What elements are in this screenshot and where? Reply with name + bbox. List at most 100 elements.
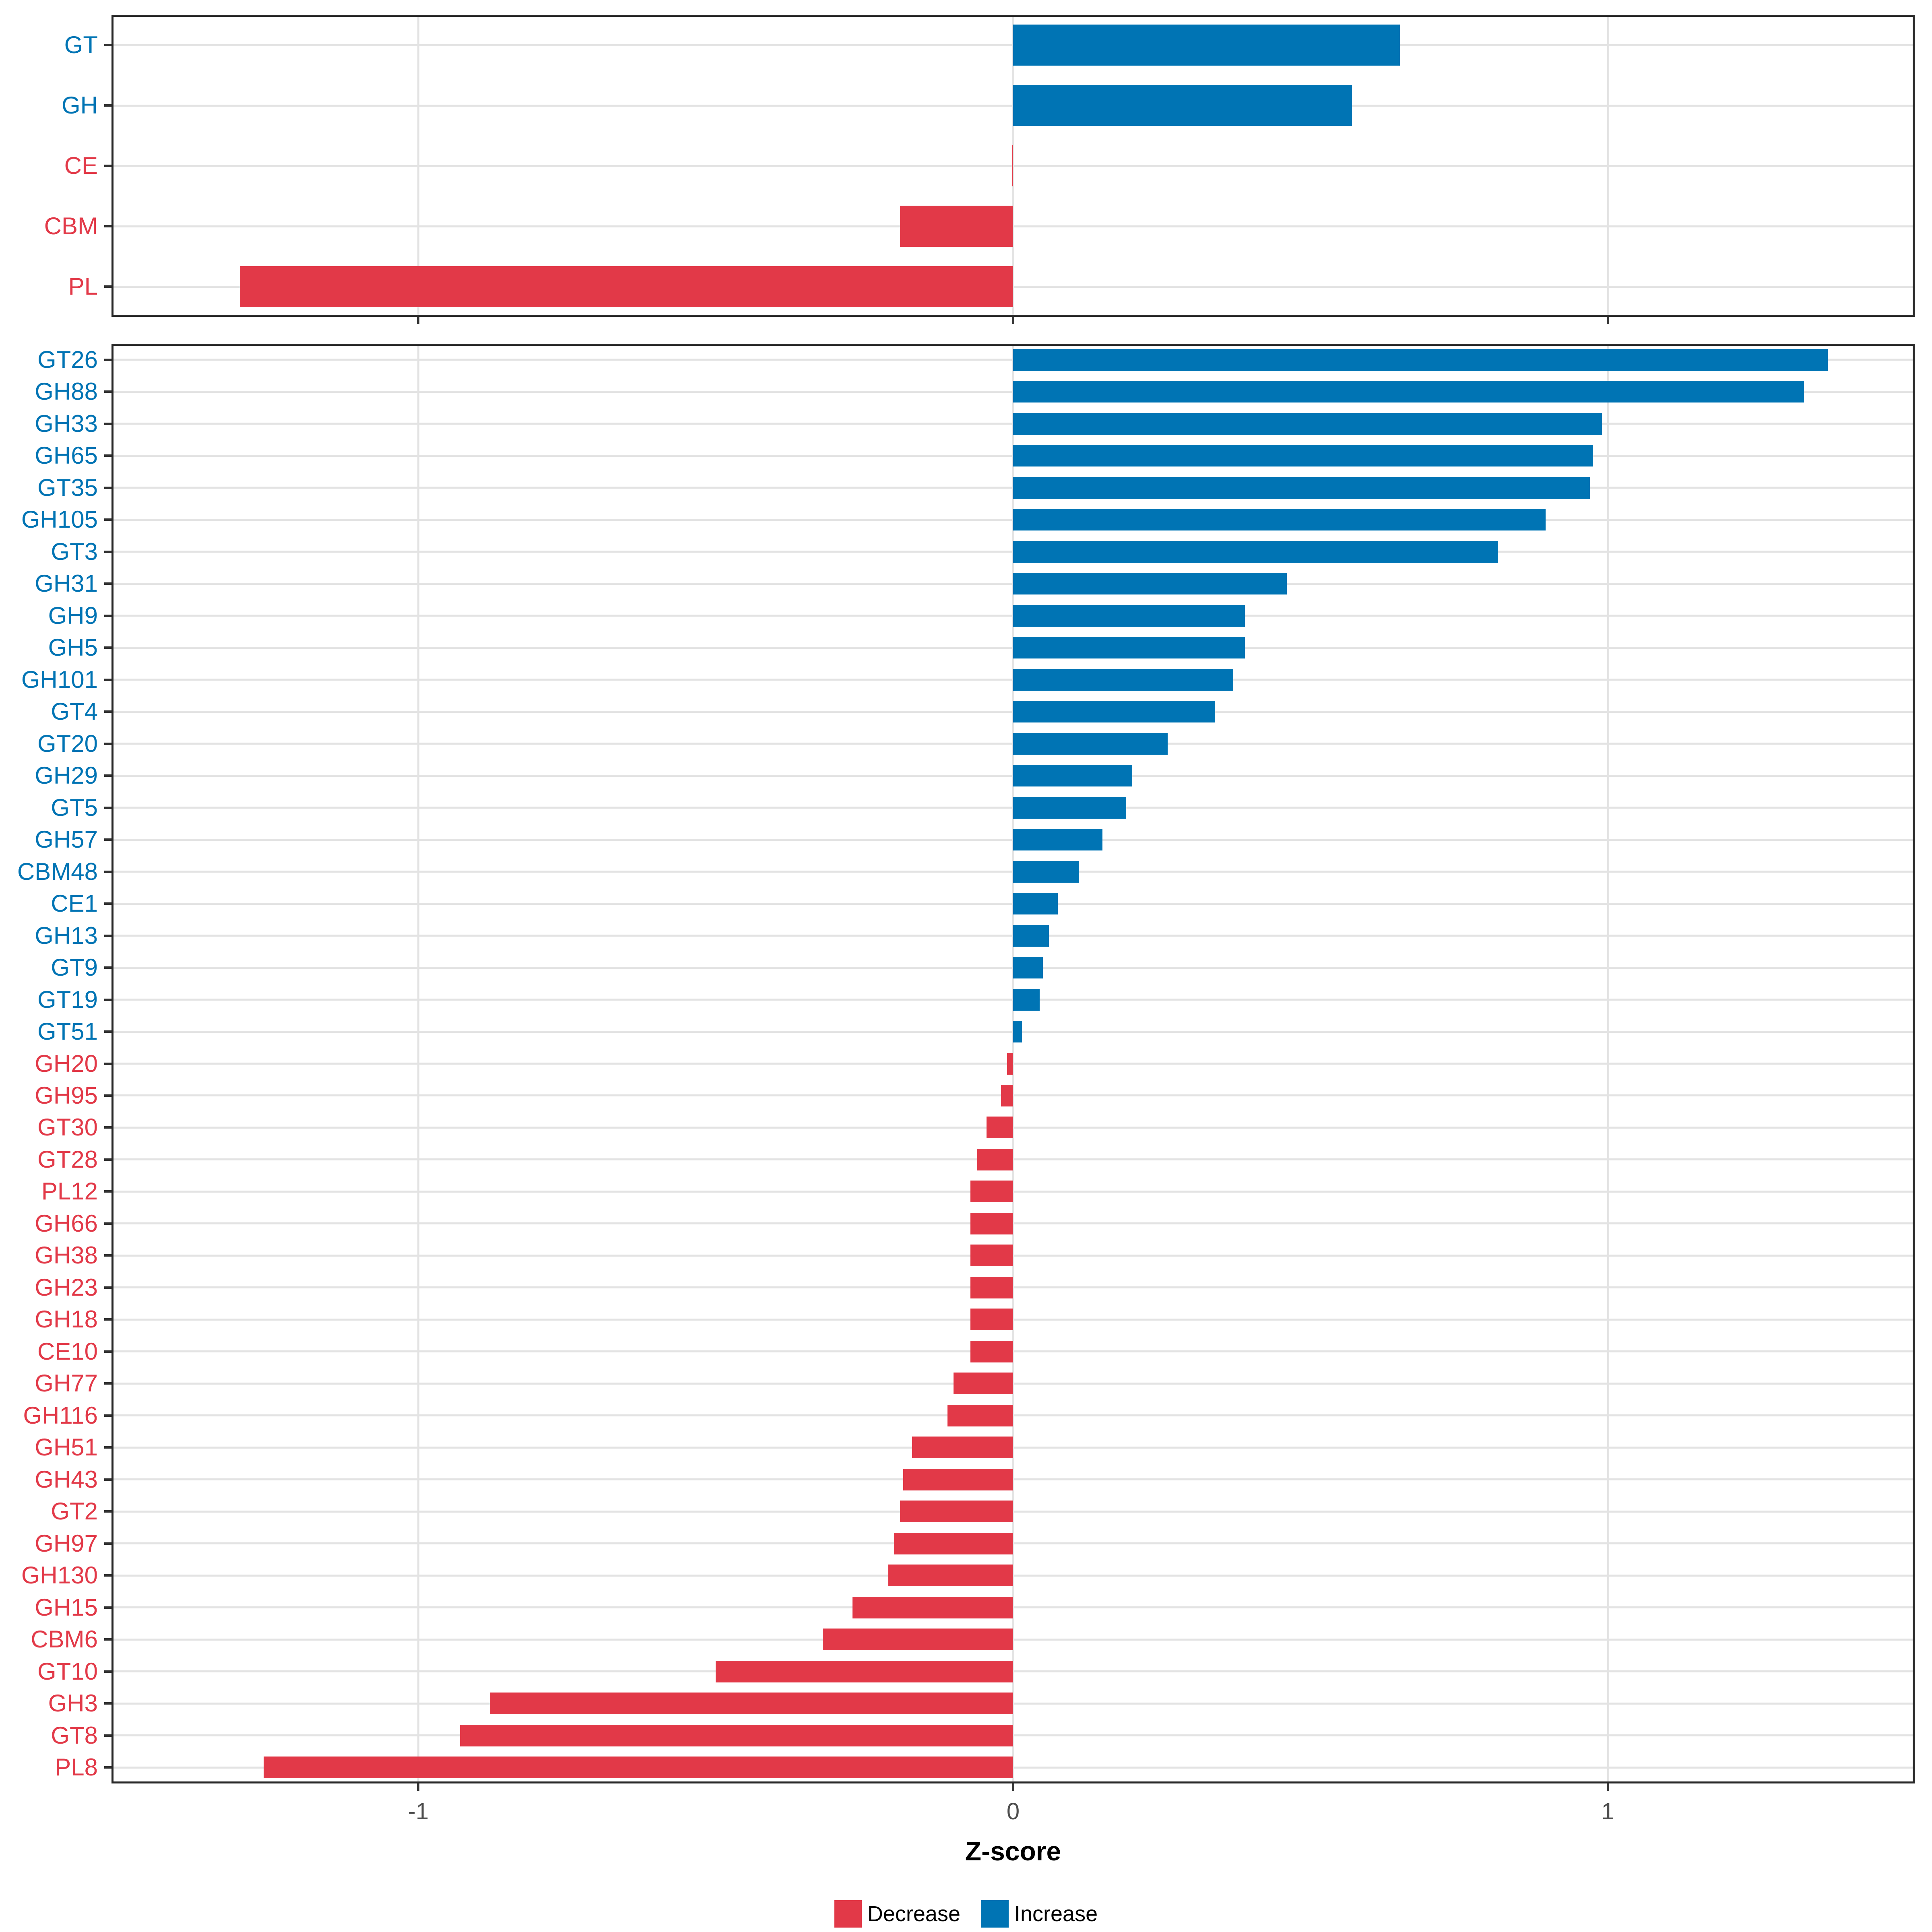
bar-gt20 xyxy=(1013,733,1168,755)
category-label-gh77: GH77 xyxy=(35,1370,98,1397)
y-axis-tick xyxy=(104,285,111,288)
category-label-gh15: GH15 xyxy=(35,1593,98,1621)
y-axis-tick xyxy=(104,998,111,1001)
y-axis-tick xyxy=(104,934,111,937)
bar-gh65 xyxy=(1013,445,1593,467)
y-axis-tick xyxy=(104,806,111,809)
y-axis-tick xyxy=(104,518,111,521)
horizontal-gridline xyxy=(114,1222,1913,1225)
category-label-cbm48: CBM48 xyxy=(17,858,98,885)
category-label-gh33: GH33 xyxy=(35,410,98,437)
y-axis-tick xyxy=(104,1574,111,1577)
x-axis-tick xyxy=(417,1783,420,1791)
bar-cbm6 xyxy=(823,1629,1013,1651)
bar-gh29 xyxy=(1013,765,1132,787)
bar-cbm xyxy=(900,206,1013,247)
bar-gh51 xyxy=(912,1437,1013,1459)
bar-gh23 xyxy=(970,1276,1013,1298)
category-label-gh23: GH23 xyxy=(35,1274,98,1301)
bar-gh95 xyxy=(1001,1084,1013,1106)
y-axis-tick xyxy=(104,1542,111,1545)
y-axis-tick xyxy=(104,165,111,167)
horizontal-gridline xyxy=(114,285,1913,288)
y-axis-tick xyxy=(104,1254,111,1257)
bar-gh31 xyxy=(1013,573,1287,595)
category-label-gt26: GT26 xyxy=(37,346,98,373)
bar-gh43 xyxy=(903,1468,1013,1490)
y-axis-tick xyxy=(104,390,111,393)
y-axis-tick xyxy=(104,1414,111,1417)
y-axis-tick xyxy=(104,646,111,649)
x-axis-title: Z-score xyxy=(965,1836,1061,1866)
bar-gh33 xyxy=(1013,413,1602,435)
y-axis-tick xyxy=(104,1318,111,1321)
horizontal-gridline xyxy=(114,1478,1913,1481)
category-label-cbm6: CBM6 xyxy=(31,1626,98,1653)
category-label-gt20: GT20 xyxy=(37,730,98,757)
horizontal-gridline xyxy=(114,1063,1913,1065)
bar-gh88 xyxy=(1013,381,1804,403)
legend-label-decrease: Decrease xyxy=(867,1902,960,1926)
legend: Decrease Increase xyxy=(0,1900,1932,1928)
y-axis-tick xyxy=(104,1222,111,1225)
bar-gt19 xyxy=(1013,989,1040,1011)
bar-gh105 xyxy=(1013,509,1546,531)
x-axis-tick xyxy=(1606,1783,1609,1791)
bar-gh13 xyxy=(1013,925,1049,947)
y-axis-tick xyxy=(104,614,111,617)
bar-pl8 xyxy=(264,1757,1013,1779)
y-axis-tick xyxy=(104,454,111,457)
category-label-gt3: GT3 xyxy=(51,538,98,565)
category-label-gh20: GH20 xyxy=(35,1050,98,1077)
category-label-gt35: GT35 xyxy=(37,474,98,501)
bar-gh xyxy=(1013,85,1352,126)
y-axis-tick xyxy=(104,422,111,425)
category-label-gh43: GH43 xyxy=(35,1466,98,1493)
y-axis-tick xyxy=(104,225,111,227)
bar-ce1 xyxy=(1013,893,1058,915)
category-label-gt: GT xyxy=(64,31,98,58)
category-label-gt9: GT9 xyxy=(51,954,98,981)
category-label-gh31: GH31 xyxy=(35,570,98,597)
category-label-gh97: GH97 xyxy=(35,1530,98,1557)
horizontal-gridline xyxy=(114,1510,1913,1513)
top-panel-cazy-classes xyxy=(111,15,1915,317)
x-axis-tick xyxy=(417,317,420,324)
y-axis-tick xyxy=(104,486,111,489)
category-label-gh95: GH95 xyxy=(35,1082,98,1109)
category-label-gh51: GH51 xyxy=(35,1434,98,1461)
category-label-gh38: GH38 xyxy=(35,1242,98,1269)
y-axis-tick xyxy=(104,1510,111,1513)
bar-gh101 xyxy=(1013,669,1233,691)
x-axis-tick-label-neg1: -1 xyxy=(408,1798,429,1825)
bar-gt51 xyxy=(1013,1021,1022,1042)
bar-gt30 xyxy=(986,1117,1013,1139)
x-axis-tick xyxy=(1012,317,1014,324)
category-label-pl: PL xyxy=(68,273,98,300)
category-label-gh: GH xyxy=(62,92,98,119)
bar-gh77 xyxy=(954,1373,1013,1395)
bar-gt3 xyxy=(1013,541,1498,563)
bar-gh18 xyxy=(970,1309,1013,1331)
category-label-cbm: CBM xyxy=(44,213,98,239)
category-label-gt8: GT8 xyxy=(51,1721,98,1749)
bar-gh3 xyxy=(489,1693,1013,1715)
horizontal-gridline xyxy=(114,1446,1913,1449)
horizontal-gridline xyxy=(114,1254,1913,1257)
y-axis-tick xyxy=(104,902,111,905)
bar-gt35 xyxy=(1013,477,1590,499)
category-label-gt4: GT4 xyxy=(51,698,98,725)
y-axis-tick xyxy=(104,1478,111,1481)
bar-gh5 xyxy=(1013,637,1245,659)
horizontal-gridline xyxy=(114,1574,1913,1577)
category-label-gt30: GT30 xyxy=(37,1114,98,1141)
y-axis-tick xyxy=(104,1158,111,1161)
horizontal-gridline xyxy=(114,1286,1913,1289)
legend-item-increase: Increase xyxy=(981,1900,1098,1928)
y-axis-tick xyxy=(104,1094,111,1097)
horizontal-gridline xyxy=(114,1094,1913,1097)
bar-gt xyxy=(1013,25,1400,66)
category-label-gh88: GH88 xyxy=(35,378,98,405)
bar-pl12 xyxy=(970,1181,1013,1203)
bar-ce xyxy=(1012,145,1013,186)
